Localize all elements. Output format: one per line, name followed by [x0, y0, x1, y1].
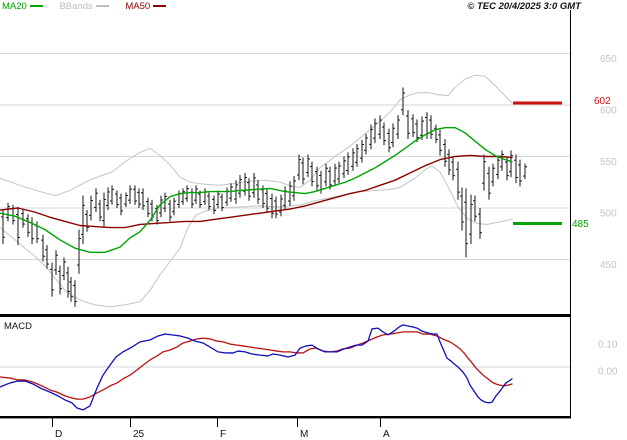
legend: MA20 BBands MA50	[2, 1, 180, 12]
ma50-line	[0, 154, 513, 229]
month-label: 25	[133, 429, 145, 440]
month-label: A	[383, 429, 390, 440]
price-tick-label: 600	[600, 106, 617, 117]
ma50-line-swatch	[153, 5, 167, 8]
legend-item-bbands: BBands	[59, 1, 109, 12]
price-tick-label: 450	[600, 260, 617, 271]
macd-signal-line	[0, 331, 513, 400]
resistance-label: 602	[594, 96, 611, 107]
panel-separator	[0, 314, 571, 317]
macd-line	[0, 324, 513, 411]
macd-panel-label: MACD	[4, 321, 32, 332]
bbands-label: BBands	[59, 1, 93, 12]
ma20-line-swatch	[29, 5, 43, 8]
support-label: 485	[572, 219, 589, 230]
price-tick-label: 500	[600, 209, 617, 220]
legend-item-ma20: MA20	[2, 1, 43, 12]
bollinger-lower-line	[0, 165, 513, 308]
ma50-label: MA50	[125, 1, 151, 12]
month-label: D	[55, 429, 62, 440]
x-axis-line	[0, 416, 571, 419]
copyright-text: © TEC 20/4/2025 3:0 GMT	[467, 1, 581, 12]
ma20-line	[0, 126, 513, 253]
price-tick-label: 550	[600, 157, 617, 168]
month-label: F	[220, 429, 226, 440]
ma20-label: MA20	[2, 1, 27, 12]
macd-tick-label: 0.00	[598, 367, 618, 378]
month-label: M	[300, 429, 308, 440]
macd-tick-label: 0.10	[598, 340, 618, 351]
legend-item-ma50: MA50	[125, 1, 167, 12]
bbands-line-swatch	[95, 5, 109, 8]
price-tick-label: 650	[600, 54, 617, 65]
